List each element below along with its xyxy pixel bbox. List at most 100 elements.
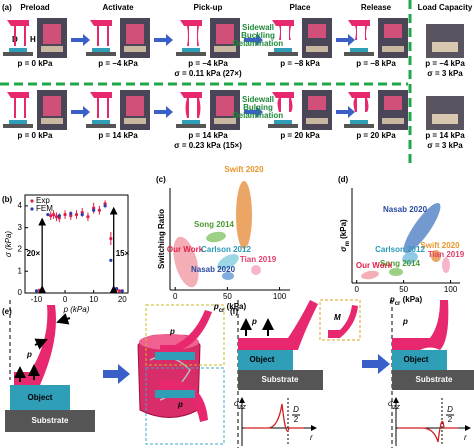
- object: [274, 120, 292, 124]
- substrate: [176, 124, 206, 128]
- region: [217, 254, 239, 270]
- object: [350, 120, 368, 124]
- step-title: Preload: [20, 3, 49, 12]
- region: [236, 181, 252, 249]
- gripper: [180, 20, 202, 46]
- region-label: Song 2014: [194, 220, 235, 229]
- object: [182, 48, 200, 52]
- panel-f: (f) Object Substrate p M Object Substrat…: [230, 299, 474, 448]
- point: [52, 213, 56, 217]
- sigma: σ = 0.11 kPa (27×): [174, 69, 242, 78]
- point: [49, 214, 53, 218]
- photo-object: [214, 118, 236, 124]
- photo-gripper: [384, 96, 402, 110]
- region: [403, 203, 441, 253]
- note: Buckling: [241, 31, 275, 40]
- object: [92, 120, 110, 124]
- region: [389, 268, 403, 276]
- sigma: σ = 0.23 kPa (15×): [174, 141, 242, 150]
- object: Object: [404, 355, 429, 364]
- arrow: [71, 34, 90, 46]
- photo-gripper: [43, 24, 61, 44]
- point: [120, 289, 124, 293]
- substrate: [344, 52, 374, 56]
- gripper: [272, 92, 294, 112]
- y-tick-label: 4: [18, 201, 23, 210]
- load-sigma: σ = 3 kPa: [427, 141, 463, 150]
- object: [9, 120, 27, 124]
- arrow: [244, 34, 263, 46]
- pressure: p = 0 kPa: [18, 131, 53, 140]
- photo-object: [432, 114, 458, 124]
- region: [251, 265, 261, 275]
- panel-label: (f): [230, 307, 238, 316]
- axis-label: pcr (kPa): [213, 302, 247, 313]
- annotation: 20×: [27, 249, 41, 258]
- region-label: Nasab 2020: [383, 205, 428, 214]
- load-pressure: p = −4 kPa: [425, 59, 465, 68]
- pressure: p = −8 kPa: [280, 59, 320, 68]
- point: [114, 287, 119, 291]
- photo-gripper: [308, 24, 326, 38]
- x-axis-label: p (kPa): [63, 305, 90, 314]
- legend-label: FEM: [36, 204, 53, 213]
- dim: H: [30, 35, 36, 44]
- region: [222, 272, 234, 280]
- point: [109, 258, 113, 262]
- gripper: [272, 20, 294, 40]
- axis-label: σzz: [388, 399, 400, 411]
- photo-gripper: [126, 24, 144, 44]
- point: [69, 211, 73, 216]
- photo-gripper: [216, 96, 234, 116]
- pressure: p = 0 kPa: [18, 59, 53, 68]
- photo-gripper: [384, 24, 402, 38]
- y-axis-label: σ (kPa): [4, 231, 13, 257]
- frac: 2: [448, 415, 453, 424]
- note: Bulging: [243, 103, 273, 112]
- plot-frame: [24, 194, 129, 294]
- legend-label: Exp: [36, 196, 50, 205]
- x-tick-label: 100: [444, 285, 458, 294]
- region-label: Nasab 2020: [191, 265, 236, 274]
- unit: (kPa): [339, 219, 348, 241]
- substrate: [176, 52, 206, 56]
- x-tick-label: 20: [118, 295, 127, 304]
- subscript: m: [345, 241, 351, 246]
- note: Sidewall: [242, 23, 274, 32]
- region-label: Tian 2019: [428, 250, 465, 259]
- object: [274, 48, 292, 52]
- note: Delamination: [233, 39, 283, 48]
- x-tick-label: -10: [31, 295, 43, 304]
- region-label: Our Work: [167, 245, 204, 254]
- pressure: p = −8 kPa: [356, 59, 396, 68]
- photo: [426, 96, 464, 130]
- symbol: p: [389, 295, 395, 304]
- note: Sidewall: [242, 95, 274, 104]
- panel-label: (d): [338, 175, 349, 184]
- photo-object: [41, 118, 63, 124]
- pressure: p = −4 kPa: [188, 59, 228, 68]
- point: [109, 236, 113, 241]
- object: Object: [250, 355, 275, 364]
- y-tick-label: 3: [18, 223, 23, 232]
- subscript: cr: [219, 308, 225, 314]
- panel-label: (c): [156, 175, 166, 184]
- point: [54, 215, 59, 219]
- object: [9, 48, 27, 52]
- photo-object: [214, 46, 236, 52]
- gripper: [348, 92, 370, 112]
- load-pressure: p = 14 kPa: [425, 131, 465, 140]
- point: [57, 214, 61, 218]
- object: [92, 48, 110, 52]
- frac: 2: [294, 415, 299, 424]
- x-tick-label: 0: [63, 295, 68, 304]
- pressure: p = 20 kPa: [356, 131, 396, 140]
- photo-gripper: [216, 24, 234, 44]
- x-tick-label: 0: [173, 292, 178, 301]
- symbol: σ: [339, 246, 348, 252]
- y-tick-label: 2: [18, 245, 23, 254]
- step-title: Release: [361, 3, 392, 12]
- step-title: Place: [290, 3, 311, 12]
- photo-gripper: [308, 96, 326, 110]
- point: [117, 289, 122, 293]
